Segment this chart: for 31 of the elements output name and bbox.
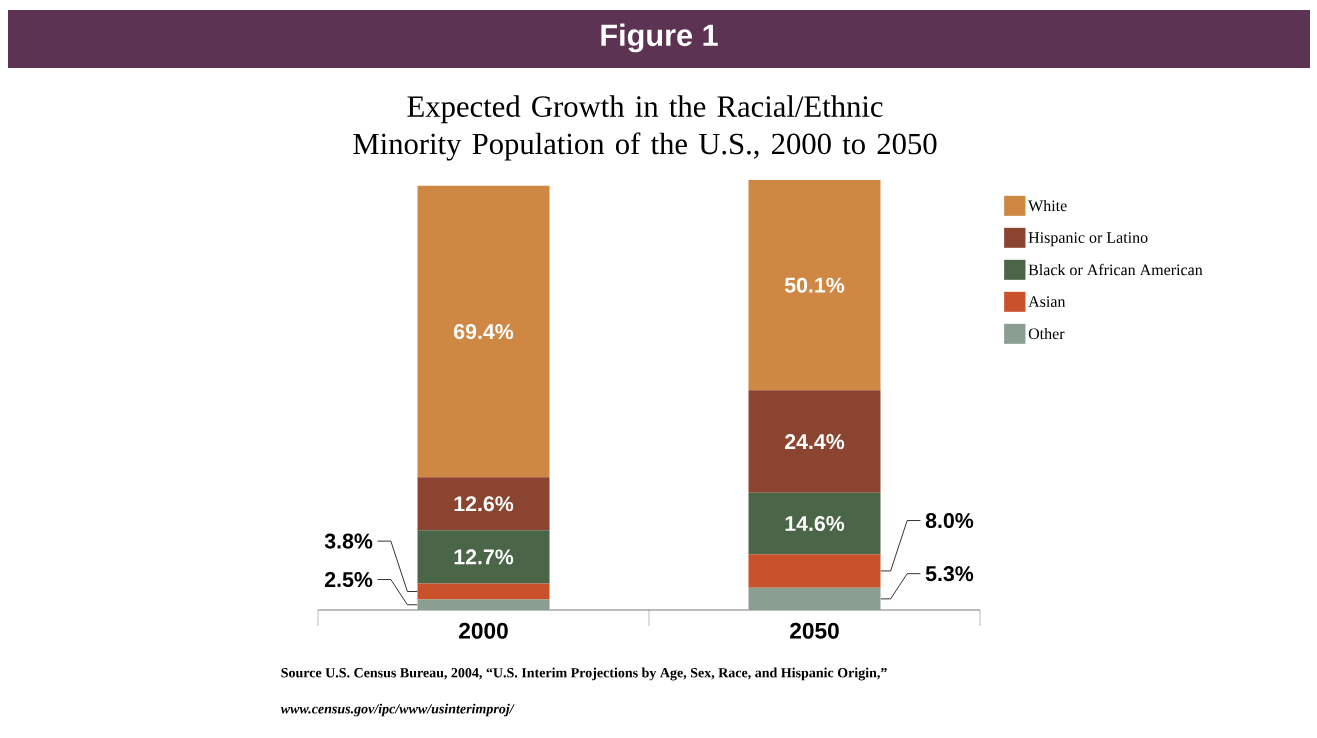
text: www.census.gov/ipc/www/usinterimproj/ — [280, 703, 515, 717]
data-label: 5.3% — [925, 566, 974, 582]
data-label: 50.1% — [784, 277, 845, 293]
data-label: 3.8% — [324, 533, 373, 549]
bar — [417, 583, 550, 600]
bar — [417, 599, 550, 610]
source-note: Source U.S. Census Bureau, 2004, “U.S. Interim Projections by Age, Sex, Race, and Hispanic Origin,” — [281, 667, 887, 681]
data-label: 2.5% — [324, 572, 373, 588]
bar — [417, 477, 550, 531]
data-label: 14.6% — [785, 515, 845, 532]
data-label: 8.0% — [925, 513, 974, 529]
x-tick-label: 2000 — [459, 622, 508, 639]
bar — [748, 587, 881, 610]
legend-label: Hispanic or Latino — [1028, 232, 1148, 247]
legend-label: Other — [1028, 327, 1065, 340]
bar — [417, 530, 550, 584]
bar — [748, 179, 881, 391]
legend-label: Black or African American — [1028, 263, 1203, 276]
data-label: 24.4% — [784, 434, 845, 450]
chart-title: Figure 1 — [601, 23, 718, 53]
bar — [748, 554, 881, 588]
bar — [748, 492, 881, 555]
data-label: 69.4% — [454, 324, 514, 340]
legend-label: White — [1028, 199, 1067, 212]
x-tick-label: 2050 — [790, 622, 839, 639]
chart-subtitle: Expected Growth in the Racial/Ethnic Minority Population of the U.S., 2000 to 2050 — [353, 95, 937, 161]
data-label: 12.6% — [454, 496, 514, 512]
bar — [417, 185, 550, 478]
bar — [748, 390, 881, 493]
legend-label: Asian — [1028, 296, 1066, 307]
data-label: 12.7% — [454, 549, 514, 565]
